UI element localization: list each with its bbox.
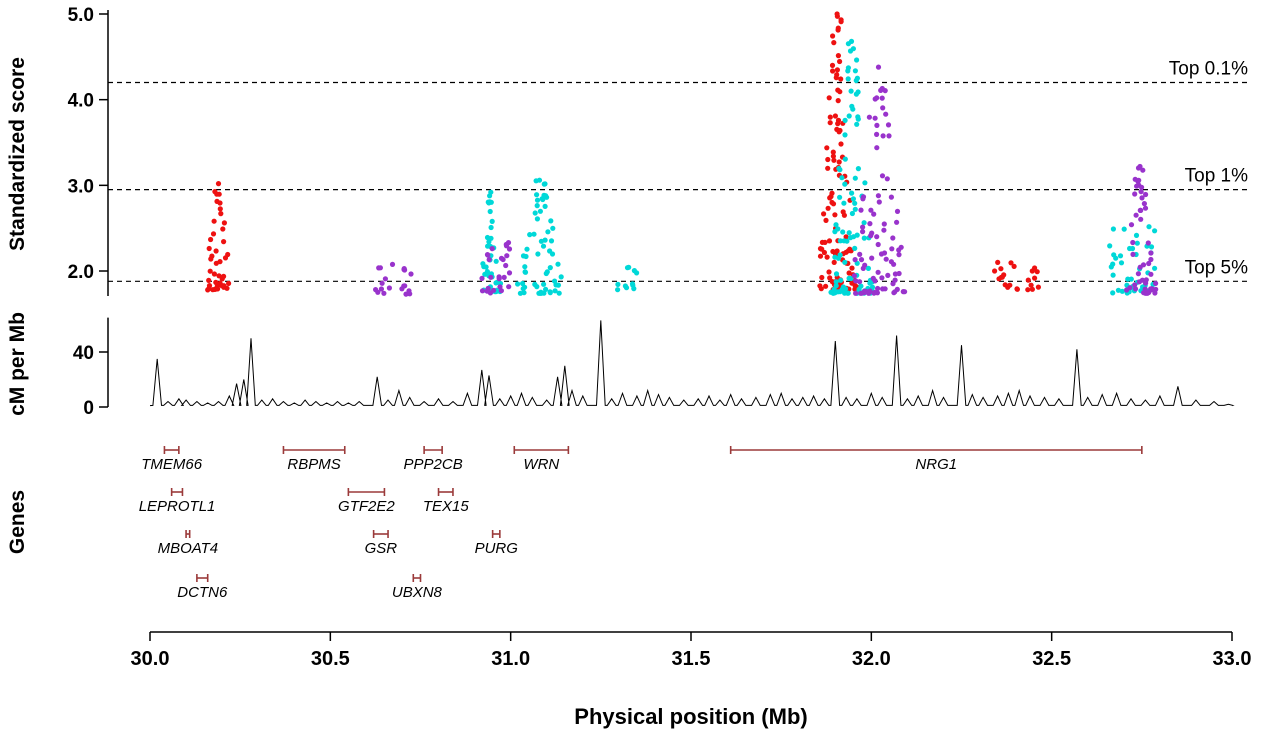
x-axis-tick-label: 33.0: [1213, 648, 1252, 670]
gene-label: TEX15: [423, 498, 470, 515]
genes-axis-title: Genes: [6, 490, 29, 554]
score-axis-tick-label: 5.0: [68, 5, 94, 26]
recomb-axis-title: cM per Mb: [6, 312, 29, 416]
threshold-label: Top 0.1%: [1169, 59, 1248, 80]
x-axis-tick-label: 32.5: [1032, 648, 1071, 670]
gene-purg: PURG: [475, 530, 519, 557]
scatter-series-purple: [373, 64, 1159, 297]
x-axis-tick-label: 30.0: [131, 648, 170, 670]
threshold-label: Top 5%: [1185, 257, 1248, 278]
gene-tex15: TEX15: [423, 488, 470, 515]
recomb-axis-tick-label: 0: [83, 398, 94, 419]
recomb-axis-tick-label: 40: [73, 343, 94, 364]
x-axis-tick-label: 31.5: [672, 648, 711, 670]
score-axis-tick-label: 2.0: [68, 262, 94, 283]
gene-mboat4: MBOAT4: [158, 530, 219, 557]
recombination-line: [149, 320, 1235, 407]
gene-label: WRN: [523, 456, 559, 473]
gene-ubxn8: UBXN8: [392, 574, 443, 601]
gene-gsr: GSR: [365, 530, 398, 557]
gene-dctn6: DCTN6: [177, 574, 228, 601]
gene-tmem66: TMEM66: [141, 446, 203, 473]
score-axis-title: Standardized score: [6, 57, 29, 251]
gene-label: LEPROTL1: [139, 498, 216, 515]
gene-label: TMEM66: [141, 456, 203, 473]
gene-gtf2e2: GTF2E2: [338, 488, 395, 515]
score-axis-tick-label: 3.0: [68, 176, 94, 197]
gene-label: RBPMS: [287, 456, 340, 473]
x-axis-title: Physical position (Mb): [574, 704, 807, 729]
scatter-series-red: [205, 11, 1041, 293]
gene-wrn: WRN: [513, 446, 570, 473]
gene-label: UBXN8: [392, 584, 443, 601]
gene-label: GSR: [365, 540, 398, 557]
threshold-label: Top 1%: [1185, 166, 1248, 187]
gene-nrg1: NRG1: [729, 446, 1143, 473]
gene-label: MBOAT4: [158, 540, 219, 557]
gene-label: NRG1: [915, 456, 957, 473]
gene-leprotl1: LEPROTL1: [139, 488, 216, 515]
x-axis-tick-label: 30.5: [311, 648, 350, 670]
x-axis-tick-label: 32.0: [852, 648, 891, 670]
gene-label: PURG: [475, 540, 519, 557]
gene-label: GTF2E2: [338, 498, 395, 515]
score-axis-tick-label: 4.0: [68, 91, 94, 112]
x-axis-tick-label: 31.0: [491, 648, 530, 670]
gene-ppp2cb: PPP2CB: [404, 446, 463, 473]
gene-rbpms: RBPMS: [282, 446, 346, 473]
gene-label: DCTN6: [177, 584, 228, 601]
gene-label: PPP2CB: [404, 456, 463, 473]
